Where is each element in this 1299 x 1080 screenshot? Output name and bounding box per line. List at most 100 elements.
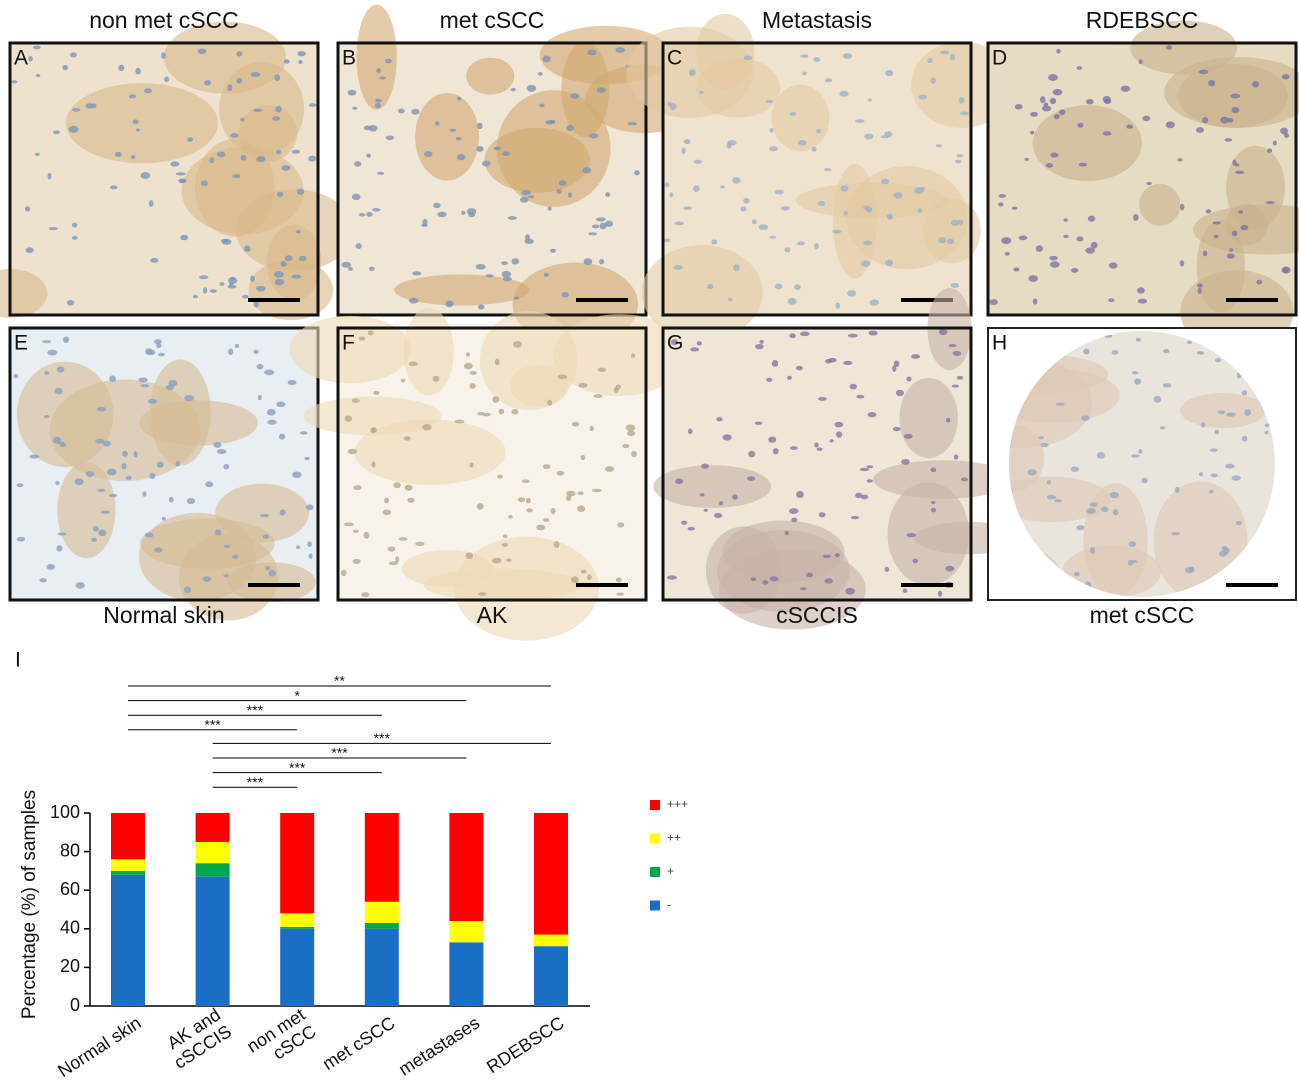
nucleus: [1138, 449, 1142, 454]
nucleus: [1163, 383, 1172, 387]
nucleus: [904, 434, 913, 439]
nucleus: [187, 498, 195, 504]
bar-segment: [111, 871, 145, 875]
y-tick-label: 20: [60, 956, 80, 976]
nucleus: [1076, 525, 1084, 530]
nucleus: [184, 395, 194, 402]
nucleus: [74, 478, 83, 485]
nucleus: [377, 172, 384, 175]
nucleus: [454, 420, 464, 424]
panel-letter: E: [14, 332, 28, 355]
nucleus: [866, 465, 873, 468]
nucleus: [887, 214, 893, 220]
nucleus: [566, 125, 574, 131]
nucleus: [1211, 473, 1218, 477]
nucleus: [631, 353, 635, 358]
nucleus: [1146, 182, 1152, 185]
nucleus: [450, 129, 456, 132]
nucleus: [1042, 106, 1051, 112]
nucleus: [457, 154, 466, 160]
nucleus: [1220, 117, 1229, 124]
nucleus: [401, 379, 405, 383]
nucleus: [1090, 502, 1098, 506]
nucleus: [477, 123, 483, 130]
nucleus: [949, 344, 957, 347]
nucleus: [384, 498, 389, 504]
nucleus: [268, 570, 276, 577]
nucleus: [366, 154, 370, 158]
nucleus: [230, 133, 238, 138]
nucleus: [1040, 443, 1048, 447]
nucleus: [28, 56, 33, 62]
nucleus: [376, 68, 380, 73]
nucleus: [722, 434, 731, 440]
nucleus: [1206, 209, 1212, 213]
panel-letter: D: [992, 47, 1007, 70]
y-axis-label: Percentage (%) of samples: [19, 790, 40, 1019]
x-tick-label: Normal skin: [54, 1013, 145, 1080]
nucleus: [36, 74, 41, 77]
nucleus: [386, 135, 394, 140]
nucleus: [1063, 218, 1068, 221]
nucleus: [1074, 572, 1080, 577]
nucleus: [919, 95, 927, 100]
tissue-region: [1033, 105, 1142, 181]
nucleus: [581, 455, 586, 460]
nucleus: [118, 65, 124, 72]
bar-segment: [365, 902, 399, 923]
nucleus: [785, 531, 789, 535]
nucleus: [1225, 138, 1233, 142]
nucleus: [1198, 288, 1202, 294]
nucleus: [256, 156, 265, 162]
nucleus: [1050, 98, 1056, 104]
tissue-region: [485, 128, 590, 193]
nucleus: [598, 368, 606, 372]
nucleus: [1240, 225, 1248, 231]
nucleus: [938, 237, 946, 243]
nucleus: [1012, 207, 1018, 210]
nucleus: [732, 494, 738, 499]
nucleus: [1235, 171, 1244, 175]
nucleus: [1054, 114, 1060, 119]
nucleus: [383, 510, 392, 515]
nucleus: [501, 261, 508, 265]
nucleus: [26, 247, 34, 253]
nucleus: [25, 206, 30, 211]
micrograph: [10, 328, 318, 620]
nucleus: [217, 449, 227, 454]
nucleus: [48, 173, 52, 180]
nucleus: [542, 56, 550, 63]
nucleus: [69, 126, 79, 133]
nucleus: [154, 547, 163, 552]
nucleus: [72, 223, 77, 228]
nucleus: [364, 532, 370, 539]
nucleus: [1027, 469, 1037, 475]
nucleus: [476, 264, 486, 270]
nucleus: [14, 374, 18, 378]
nucleus: [605, 221, 613, 227]
tissue-region: [846, 166, 967, 269]
nucleus: [683, 206, 692, 210]
nucleus: [341, 570, 347, 576]
nucleus: [1227, 253, 1235, 258]
nucleus: [550, 249, 556, 253]
tissue-region: [415, 93, 479, 181]
nucleus: [502, 543, 508, 547]
nucleus: [689, 69, 696, 76]
x-tick-label: AK andcSCCIS: [159, 1004, 234, 1072]
nucleus: [242, 295, 249, 299]
nucleus: [372, 208, 380, 211]
nucleus: [46, 564, 55, 570]
nucleus: [1141, 478, 1147, 483]
nucleus: [593, 394, 602, 398]
nucleus: [547, 400, 552, 406]
nucleus: [814, 243, 819, 249]
bar-segment: [280, 929, 314, 1006]
nucleus: [1222, 546, 1227, 551]
nucleus: [796, 491, 804, 498]
nucleus: [138, 377, 148, 382]
nucleus: [109, 375, 116, 382]
nucleus: [466, 352, 470, 356]
nucleus: [714, 513, 722, 518]
nucleus: [940, 50, 949, 54]
